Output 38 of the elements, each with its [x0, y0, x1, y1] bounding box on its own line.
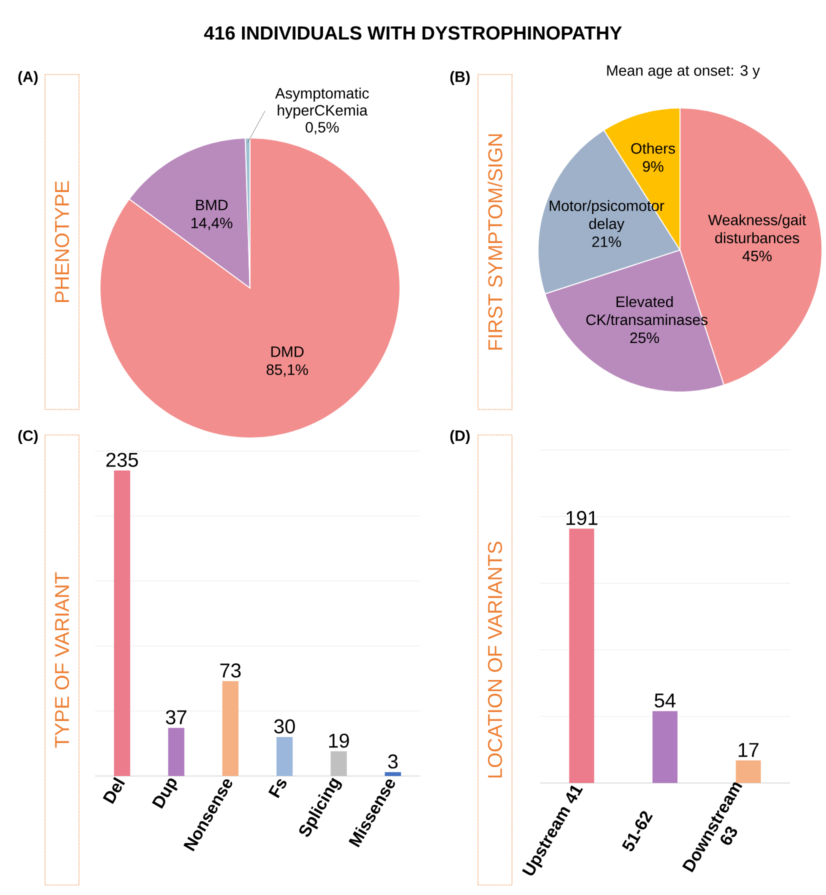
- text: (A): [18, 71, 38, 85]
- data-label: 85,1%: [266, 364, 308, 377]
- chart-title: 416 INDIVIDUALS WITH DYSTROPHINOPATHY: [204, 26, 622, 40]
- data-label: 54: [654, 694, 676, 708]
- chart-subtitle: Mean age at onset: 3 y: [607, 65, 760, 79]
- data-label: 14,4%: [192, 218, 232, 230]
- slice-label: BMD: [196, 200, 228, 210]
- data-label: 19: [329, 734, 349, 748]
- bar: [168, 728, 184, 776]
- data-label: 235: [106, 452, 138, 467]
- text: FIRST SYMPTOM/SIGN: [488, 134, 502, 350]
- text: (C): [18, 430, 38, 444]
- bar: [222, 681, 239, 776]
- slice-label: Asymptomatic hyperCKemia: [275, 88, 369, 119]
- data-label: 17: [738, 743, 758, 757]
- x-tick-label: Fs: [268, 779, 286, 798]
- slice-label: Others: [631, 142, 676, 154]
- data-label: 30: [274, 719, 295, 734]
- data-label: 73: [220, 663, 241, 678]
- y-axis-title: TYPE OF VARIANT: [54, 572, 70, 748]
- data-label: 37: [166, 710, 186, 724]
- slice-label: DMD: [271, 346, 304, 357]
- slice-label: Weakness/gait disturbances: [708, 214, 806, 244]
- data-label: 21%: [592, 236, 621, 248]
- text: (B): [450, 71, 470, 85]
- data-label: 3: [388, 754, 398, 769]
- data-label: 191: [566, 510, 598, 526]
- bar: [114, 470, 130, 776]
- data-label: 25%: [630, 332, 660, 344]
- y-axis-title: LOCATION OF VARIANTS: [488, 542, 502, 778]
- bar: [384, 772, 402, 776]
- x-tick-label: Del: [102, 777, 125, 804]
- bar: [276, 737, 293, 776]
- data-label: 0,5%: [306, 122, 339, 134]
- text: (D): [450, 430, 470, 444]
- text: PHENOTYPE: [54, 181, 70, 302]
- data-label: 9%: [642, 161, 664, 172]
- data-label: 45%: [742, 250, 772, 262]
